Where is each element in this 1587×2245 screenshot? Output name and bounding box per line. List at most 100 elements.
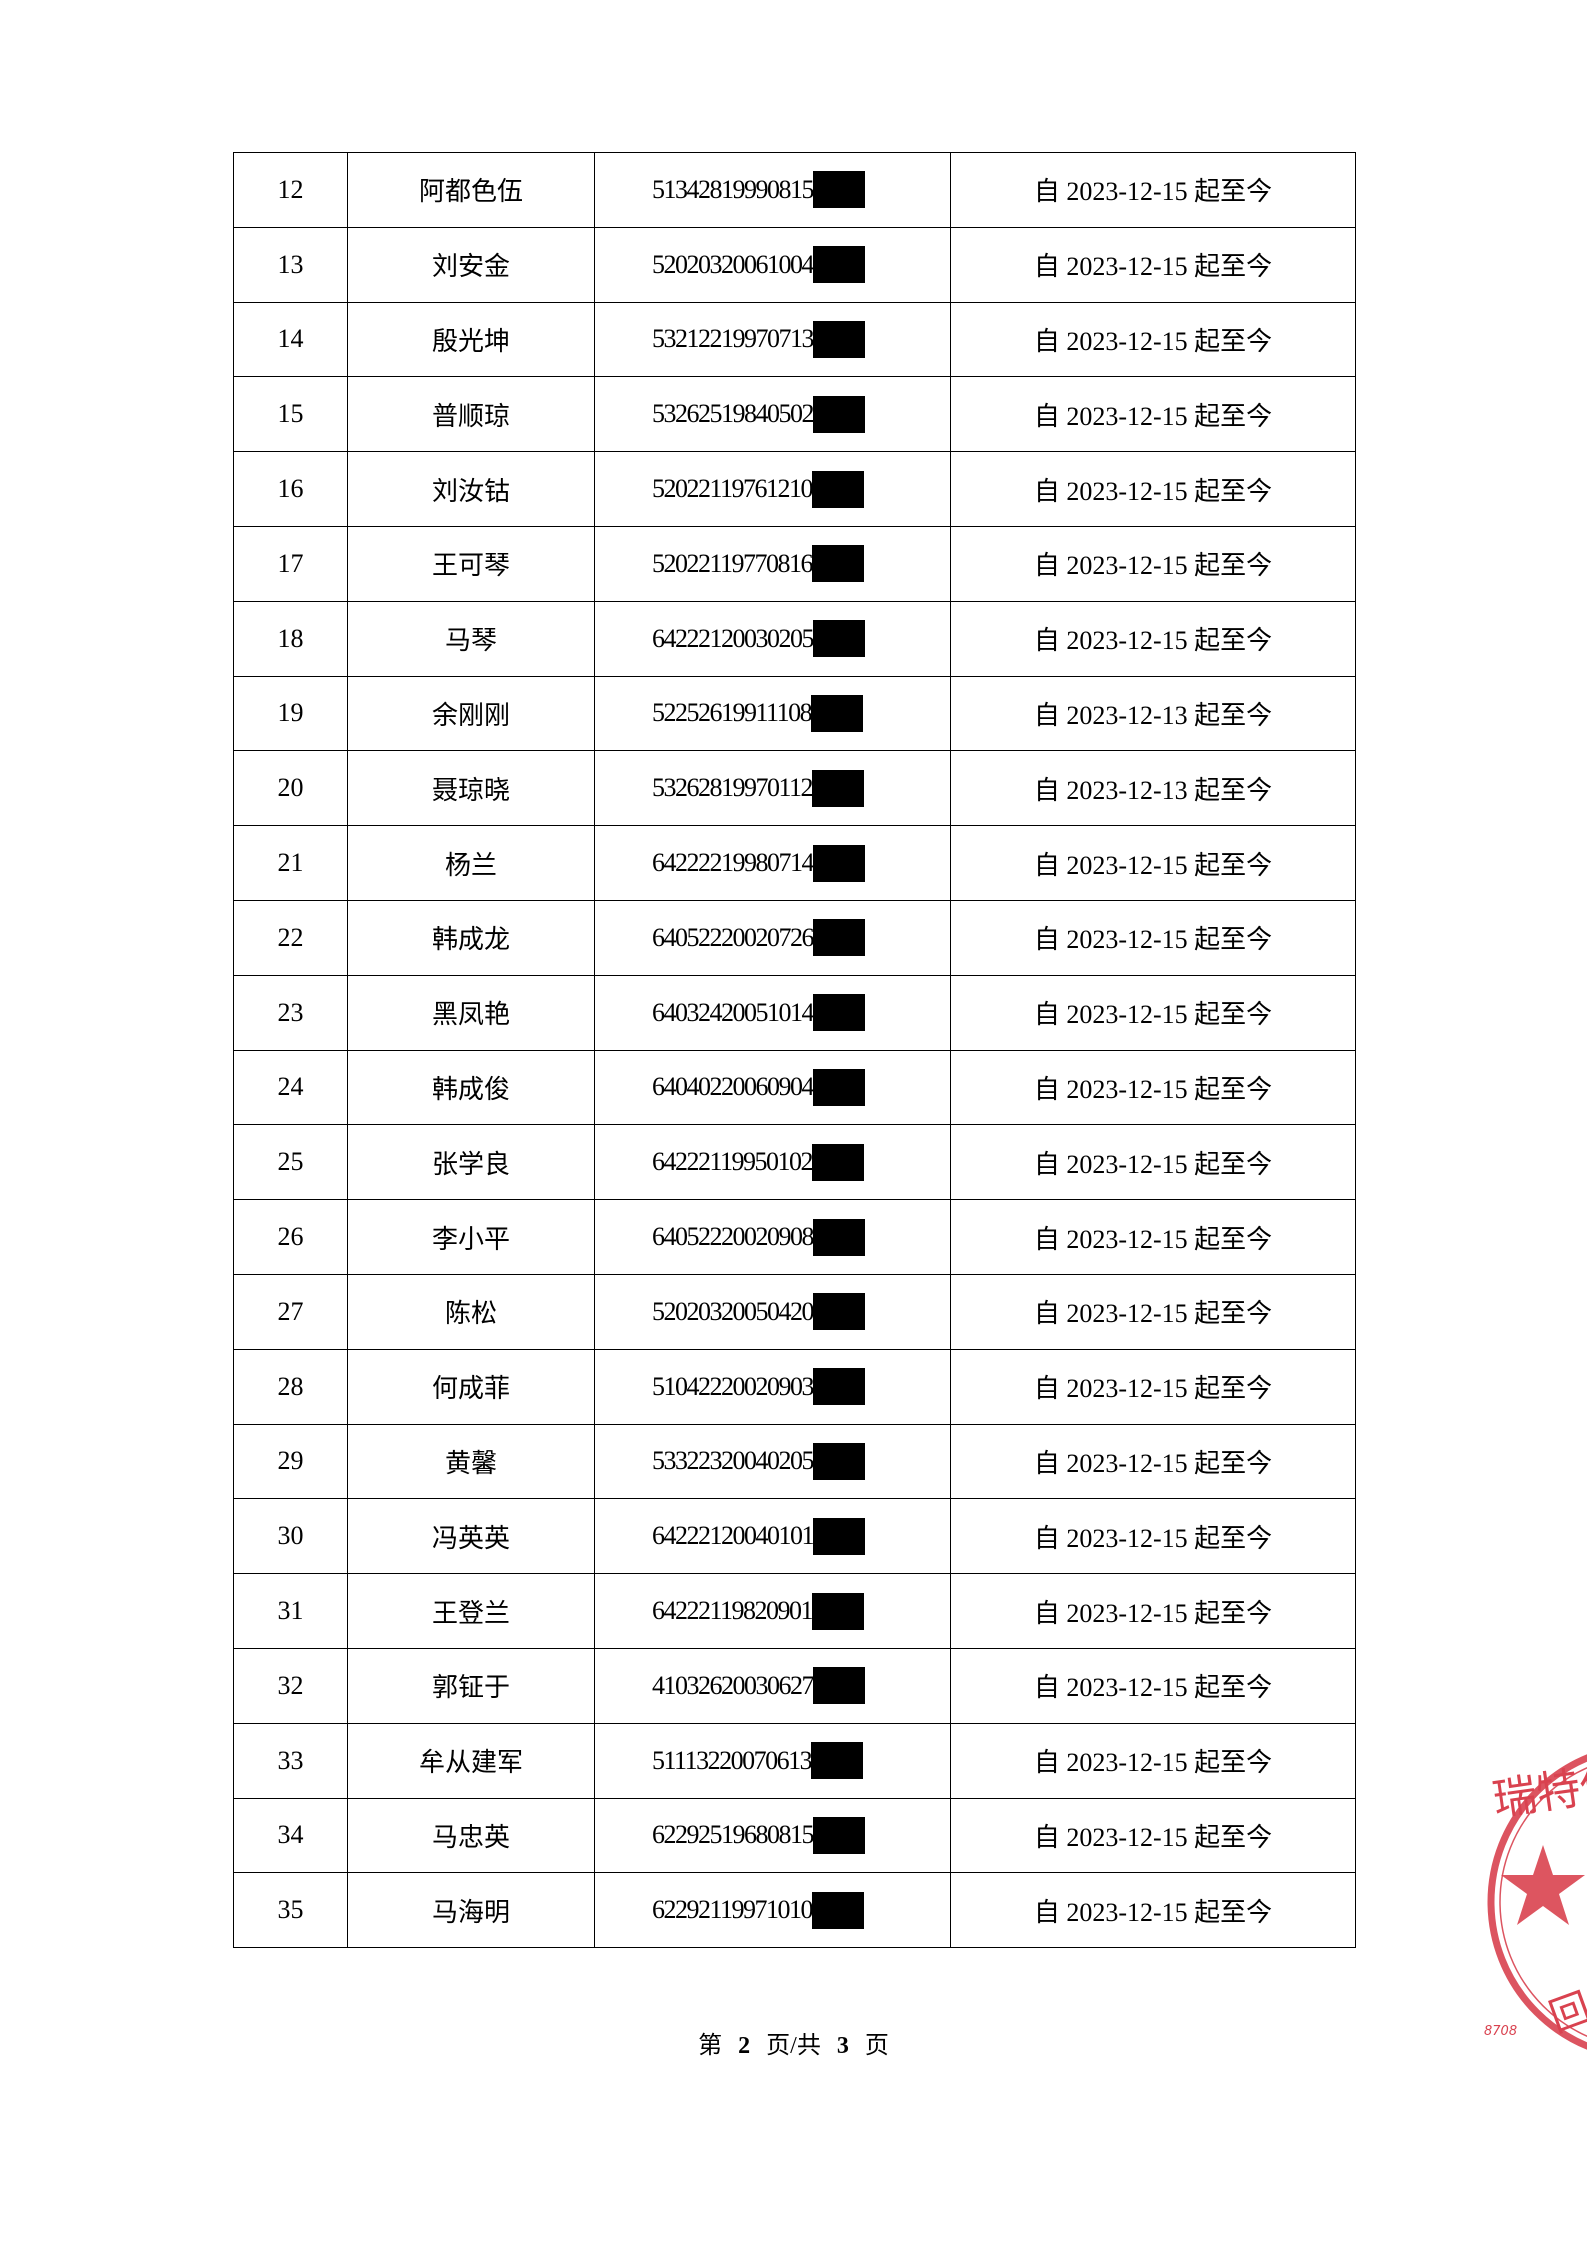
employment-period: 自 2023-12-15 起至今 xyxy=(950,1573,1356,1649)
id-number: 62292519680815 xyxy=(652,1820,815,1850)
row-number: 35 xyxy=(233,1872,348,1949)
employment-period: 自 2023-12-15 起至今 xyxy=(950,152,1356,228)
svg-text:瑞特供: 瑞特供 xyxy=(1490,1757,1587,1826)
table-row: 18 马琴 64222120030205 自 2023-12-15 起至今 xyxy=(233,600,1356,677)
table-row: 20 聂琼晓 53262819970112 自 2023-12-13 起至今 xyxy=(233,750,1356,827)
table-row: 16 刘汝钴 52022119761210 自 2023-12-15 起至今 xyxy=(233,451,1356,527)
table-row: 22 韩成龙 64052220020726 自 2023-12-15 起至今 xyxy=(233,899,1356,976)
svg-text:回: 回 xyxy=(1544,1985,1587,2042)
id-number-cell: 64052220020726 xyxy=(594,899,951,976)
id-number: 51342819990815 xyxy=(652,174,815,204)
employment-period: 自 2023-12-15 起至今 xyxy=(950,1797,1356,1874)
person-name: 杨兰 xyxy=(347,825,595,901)
row-number: 20 xyxy=(233,750,348,827)
redaction-box xyxy=(813,844,865,882)
id-number-cell: 52020320050420 xyxy=(594,1273,951,1350)
redaction-box xyxy=(813,1517,865,1555)
id-number: 41032620030627 xyxy=(652,1670,815,1700)
total-pages: 3 xyxy=(836,2033,849,2059)
redaction-box xyxy=(813,994,865,1032)
table-row: 21 杨兰 64222219980714 自 2023-12-15 起至今 xyxy=(233,825,1356,901)
redaction-box xyxy=(813,1068,865,1106)
redaction-box xyxy=(813,1293,865,1331)
staff-table: 12 阿都色伍 51342819990815 自 2023-12-15 起至今 13 刘安… xyxy=(233,152,1356,1949)
row-number: 28 xyxy=(233,1348,348,1425)
row-number: 33 xyxy=(233,1722,348,1799)
id-number-cell: 64222119820901 xyxy=(594,1573,951,1649)
employment-period: 自 2023-12-15 起至今 xyxy=(950,1872,1356,1949)
redaction-box xyxy=(811,694,864,732)
id-number: 64040220060904 xyxy=(652,1072,815,1102)
id-number-cell: 62292519680815 xyxy=(594,1797,951,1874)
employment-period: 自 2023-12-15 起至今 xyxy=(950,1647,1356,1724)
person-name: 殷光坤 xyxy=(347,301,595,378)
row-number: 15 xyxy=(233,376,348,453)
person-name: 王可琴 xyxy=(347,525,595,602)
row-number: 21 xyxy=(233,825,348,901)
row-number: 19 xyxy=(233,675,348,752)
redaction-box xyxy=(813,1667,865,1705)
id-number-cell: 52022119761210 xyxy=(594,451,951,527)
redaction-box xyxy=(813,1816,865,1854)
row-number: 14 xyxy=(233,301,348,378)
id-number-cell: 64040220060904 xyxy=(594,1049,951,1126)
table-row: 30 冯英英 64222120040101 自 2023-12-15 起至今 xyxy=(233,1498,1356,1575)
row-number: 26 xyxy=(233,1199,348,1275)
redaction-box xyxy=(813,320,865,358)
employment-period: 自 2023-12-15 起至今 xyxy=(950,1722,1356,1799)
table-row: 13 刘安金 52020320061004 自 2023-12-15 起至今 xyxy=(233,226,1356,303)
redaction-box xyxy=(812,1143,865,1181)
row-number: 18 xyxy=(233,600,348,677)
redaction-box xyxy=(812,769,865,807)
id-number-cell: 51113220070613 xyxy=(594,1722,951,1799)
row-number: 22 xyxy=(233,899,348,976)
person-name: 聂琼晓 xyxy=(347,750,595,827)
table-row: 25 张学良 64222119950102 自 2023-12-15 起至今 xyxy=(233,1124,1356,1201)
redaction-box xyxy=(811,1742,864,1780)
redaction-box xyxy=(813,1442,865,1480)
id-number: 64052220020908 xyxy=(652,1222,815,1252)
redaction-box xyxy=(813,395,865,433)
id-number: 52252619911108 xyxy=(652,698,813,728)
person-name: 韩成龙 xyxy=(347,899,595,976)
id-number-cell: 53262519840502 xyxy=(594,376,951,453)
row-number: 29 xyxy=(233,1423,348,1500)
person-name: 刘汝钴 xyxy=(347,451,595,527)
id-number-cell: 52252619911108 xyxy=(594,675,951,752)
id-number: 53262819970112 xyxy=(652,773,814,803)
id-number: 64222119820901 xyxy=(652,1596,814,1626)
person-name: 马忠英 xyxy=(347,1797,595,1874)
person-name: 刘安金 xyxy=(347,226,595,303)
footer-prefix: 第 xyxy=(698,2033,723,2059)
person-name: 阿都色伍 xyxy=(347,152,595,228)
redaction-box xyxy=(813,1368,865,1406)
redaction-box xyxy=(813,620,865,658)
redaction-box xyxy=(812,545,865,583)
footer-middle: 页/共 xyxy=(766,2033,821,2059)
table-row: 23 黑凤艳 64032420051014 自 2023-12-15 起至今 xyxy=(233,974,1356,1051)
id-number-cell: 41032620030627 xyxy=(594,1647,951,1724)
table-row: 24 韩成俊 64040220060904 自 2023-12-15 起至今 xyxy=(233,1049,1356,1126)
person-name: 冯英英 xyxy=(347,1498,595,1575)
current-page: 2 xyxy=(738,2033,751,2059)
id-number-cell: 52022119770816 xyxy=(594,525,951,602)
id-number: 53322320040205 xyxy=(652,1446,815,1476)
redaction-box xyxy=(812,1891,865,1929)
employment-period: 自 2023-12-15 起至今 xyxy=(950,376,1356,453)
id-number-cell: 53212219970713 xyxy=(594,301,951,378)
row-number: 31 xyxy=(233,1573,348,1649)
id-number-cell: 64052220020908 xyxy=(594,1199,951,1275)
id-number: 52020320061004 xyxy=(652,249,815,279)
id-number: 52020320050420 xyxy=(652,1296,815,1326)
id-number: 53212219970713 xyxy=(652,324,815,354)
row-number: 27 xyxy=(233,1273,348,1350)
id-number-cell: 53322320040205 xyxy=(594,1423,951,1500)
redaction-box xyxy=(813,171,865,209)
footer-suffix: 页 xyxy=(864,2033,889,2059)
row-number: 34 xyxy=(233,1797,348,1874)
person-name: 郭钲于 xyxy=(347,1647,595,1724)
table-row: 32 郭钲于 41032620030627 自 2023-12-15 起至今 xyxy=(233,1647,1356,1724)
employment-period: 自 2023-12-15 起至今 xyxy=(950,600,1356,677)
id-number: 64222120040101 xyxy=(652,1521,815,1551)
person-name: 余刚刚 xyxy=(347,675,595,752)
